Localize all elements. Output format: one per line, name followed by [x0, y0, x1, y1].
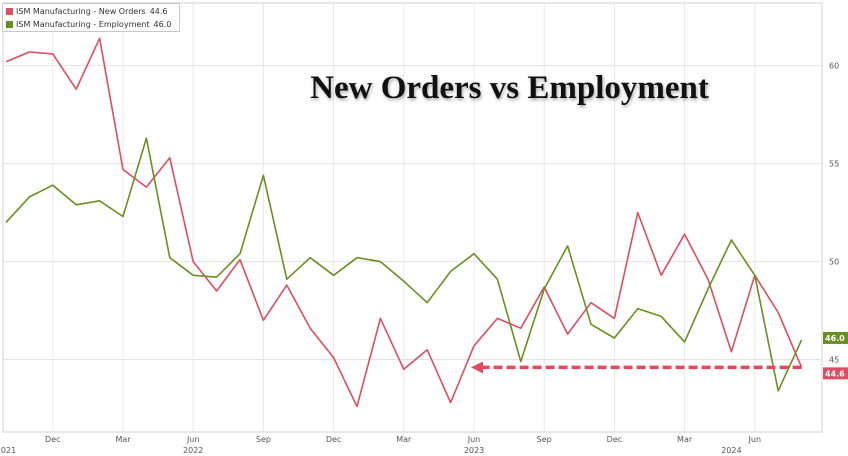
legend-swatch-employment: [6, 20, 13, 28]
last-value-badge-new-orders-text: 44.6: [825, 369, 845, 378]
last-value-badge-employment-text: 46.0: [825, 334, 845, 343]
x-tick-label: Dec: [45, 435, 60, 444]
x-tick-label: Mar: [396, 435, 412, 444]
x-tick-label: Jun: [186, 435, 200, 444]
x-tick-label: Dec: [607, 435, 622, 444]
y-tick-label: 60: [829, 62, 839, 71]
legend-entry-new-orders: ISM Manufacturing - New Orders 44.6: [3, 5, 179, 17]
y-tick-label: 45: [829, 356, 839, 365]
x-year-label: 2022: [183, 446, 203, 455]
legend-value-employment: 46.0: [153, 19, 172, 29]
legend-label-new-orders: ISM Manufacturing - New Orders: [16, 6, 146, 16]
last-value-badge-employment: [823, 331, 848, 344]
legend-entry-employment: ISM Manufacturing - Employment 46.0: [3, 18, 179, 30]
legend-swatch-new-orders: [6, 7, 13, 15]
x-tick-label: Jun: [748, 435, 762, 444]
chart-title: New Orders vs Employment: [310, 70, 709, 106]
series-line-employment: [5, 137, 803, 392]
x-tick-label: Sep: [537, 435, 552, 444]
last-value-badge-new-orders: [823, 367, 848, 380]
annotation-arrowhead: [471, 361, 483, 374]
x-tick-label: Dec: [326, 435, 341, 444]
x-tick-label: Sep: [256, 435, 271, 444]
legend-value-new-orders: 44.6: [149, 6, 168, 16]
x-year-label: 2021: [0, 446, 16, 455]
y-tick-label: 50: [829, 258, 839, 267]
legend-label-employment: ISM Manufacturing - Employment: [16, 19, 150, 29]
x-tick-label: Mar: [677, 435, 693, 444]
y-tick-label: 55: [829, 160, 839, 169]
x-year-label: 2024: [721, 446, 741, 455]
series-line-new-orders: [5, 37, 803, 408]
x-tick-label: Jun: [467, 435, 481, 444]
x-year-label: 2023: [464, 446, 484, 455]
x-tick-label: Mar: [115, 435, 131, 444]
plot-area: [2, 2, 823, 433]
legend: ISM Manufacturing - New Orders 44.6 ISM …: [2, 3, 180, 32]
